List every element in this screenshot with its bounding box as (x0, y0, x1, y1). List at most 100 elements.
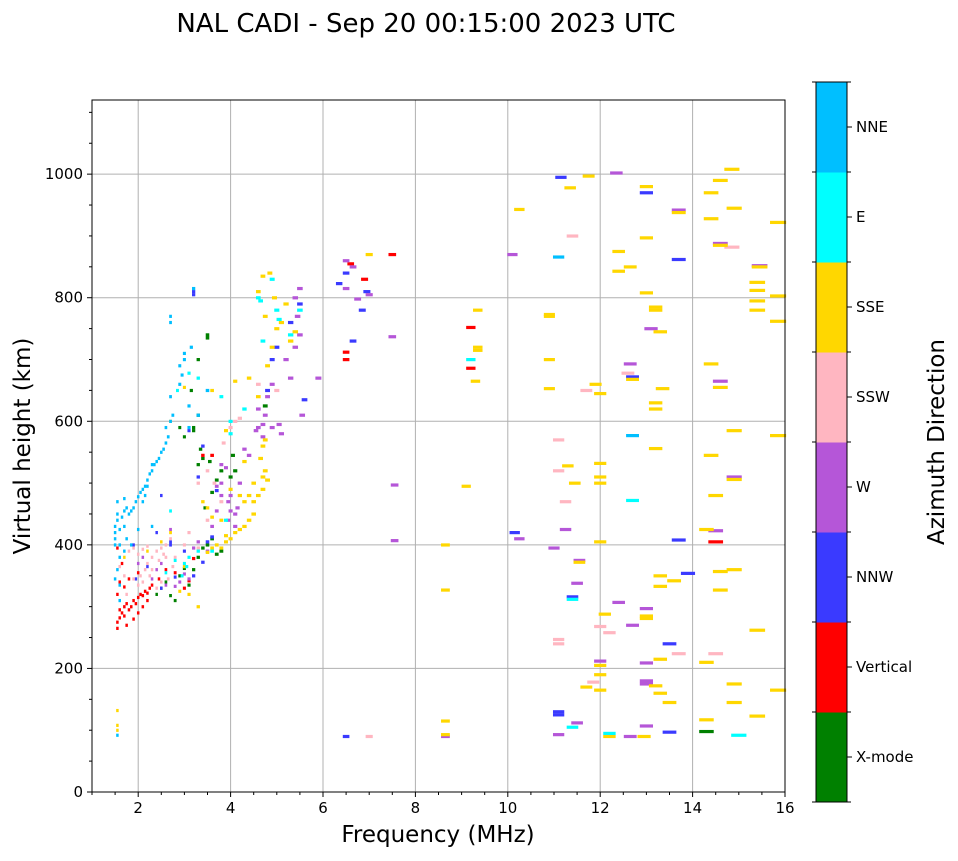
data-point-sse (178, 589, 182, 593)
data-point-nnw (192, 574, 196, 578)
y-tick-label: 200 (54, 659, 83, 677)
data-point-w (196, 540, 200, 544)
data-point-nne (120, 515, 124, 519)
data-point-nne (113, 524, 117, 529)
data-point-sse (639, 291, 654, 295)
data-point-sse (712, 178, 728, 183)
data-point-vertical (120, 611, 124, 615)
data-point-nne (116, 518, 119, 522)
data-point-nne (136, 495, 140, 499)
data-point-w (223, 466, 228, 470)
data-point-sse (461, 484, 471, 488)
data-point-e (466, 358, 476, 362)
data-point-ssw (148, 574, 151, 578)
data-point-sse (594, 673, 607, 677)
data-point-e (242, 407, 247, 411)
data-point-x-mode (164, 580, 168, 584)
data-point-sse (751, 265, 768, 269)
data-point-x-mode (699, 729, 714, 734)
data-point-sse (594, 688, 607, 692)
data-point-w (164, 583, 168, 587)
data-point-vertical (466, 325, 476, 330)
data-point-vertical (118, 580, 121, 584)
data-point-sse (543, 314, 555, 318)
data-point-vertical (708, 540, 724, 544)
data-point-nne (160, 450, 163, 454)
data-point-w (255, 425, 261, 430)
data-point-vertical (123, 605, 126, 609)
data-point-sse (441, 588, 450, 592)
data-point-x-mode (198, 447, 203, 451)
data-point-sse (708, 493, 724, 498)
x-tick-label: 4 (226, 799, 236, 817)
data-point-ssw (594, 624, 607, 629)
data-point-nne (169, 395, 172, 399)
data-point-w (639, 679, 654, 683)
data-point-e (566, 725, 579, 729)
data-point-nne (192, 286, 196, 291)
data-point-sse (712, 385, 728, 390)
data-point-nne (139, 490, 142, 495)
data-point-w (214, 509, 219, 513)
data-point-e (185, 564, 189, 569)
data-point-vertical (118, 608, 121, 612)
data-point-vertical (125, 602, 128, 606)
data-point-ssw (205, 469, 210, 473)
y-tick-label: 1000 (45, 165, 83, 183)
data-point-vertical (361, 277, 369, 281)
data-point-w (182, 572, 186, 576)
data-point-sse (210, 515, 214, 519)
data-point-e (169, 509, 172, 513)
plot-frame (91, 99, 786, 793)
data-point-ssw (552, 469, 565, 473)
data-point-x-mode (208, 459, 212, 464)
data-point-ssw (552, 637, 565, 642)
data-point-sse (749, 714, 766, 718)
data-point-sse (251, 512, 256, 516)
data-point-sse (712, 588, 728, 592)
data-point-sse (637, 734, 651, 739)
data-point-sse (699, 718, 714, 722)
data-point-sse (283, 302, 289, 306)
data-point-sse (749, 288, 766, 292)
data-point-nne (113, 531, 117, 535)
data-point-e (258, 299, 263, 303)
data-point-vertical (120, 561, 124, 566)
data-point-sse (246, 493, 252, 498)
data-point-sse (712, 243, 728, 247)
data-point-nnw (358, 308, 366, 312)
data-point-w (253, 429, 259, 433)
x-tick-label: 8 (411, 799, 421, 817)
data-point-vertical (388, 252, 397, 257)
data-point-vertical (127, 608, 131, 612)
data-point-nnw (662, 730, 677, 734)
data-point-x-mode (196, 555, 200, 559)
data-point-e (731, 733, 747, 737)
data-point-w (639, 682, 654, 686)
data-point-sse (260, 274, 266, 278)
data-point-vertical (173, 571, 177, 575)
data-point-nnw (134, 577, 138, 581)
data-point-x-mode (205, 336, 210, 340)
data-point-w (354, 297, 362, 301)
data-point-nne (196, 413, 200, 417)
data-point-nne (136, 527, 140, 532)
data-point-e (219, 395, 224, 399)
data-point-nne (180, 373, 184, 377)
data-point-sse (703, 191, 719, 195)
data-point-sse (639, 236, 654, 240)
data-point-ssw (182, 543, 186, 547)
data-point-sse (648, 305, 663, 309)
data-point-w (639, 606, 654, 611)
data-point-w (219, 463, 224, 467)
data-point-nne (134, 500, 138, 504)
data-points (113, 167, 787, 739)
data-point-w (297, 333, 303, 337)
data-point-ssw (205, 518, 210, 522)
data-point-sse (594, 663, 607, 668)
data-point-ssw (139, 574, 142, 578)
data-point-vertical (116, 592, 119, 596)
data-point-sse (749, 280, 766, 284)
data-point-nne (169, 419, 172, 423)
